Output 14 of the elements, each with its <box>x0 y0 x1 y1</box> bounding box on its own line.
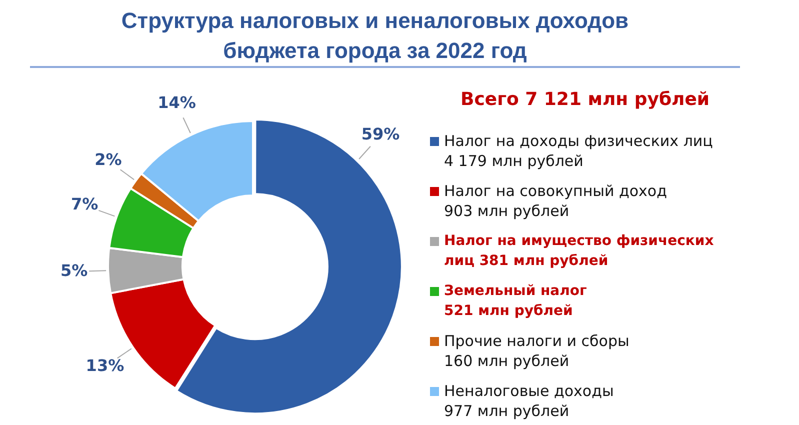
data-label: 7% <box>70 194 98 214</box>
data-label: 14% <box>158 93 196 112</box>
legend-label: Налог на совокупный доход 903 млн рублей <box>444 181 667 221</box>
chart-title: Структура налоговых и неналоговых доходов бюджета города за 2022 год <box>120 7 630 65</box>
legend-label: Земельный налог 521 млн рублей <box>444 282 587 321</box>
data-label: 59% <box>361 124 400 144</box>
data-label: 13% <box>86 356 124 375</box>
legend-label: Неналоговые доходы 977 млн рублей <box>444 381 614 421</box>
chart-subtitle: Всего 7 121 млн рублей <box>459 88 711 112</box>
legend-label: Налог на доходы физических лиц 4 179 млн рублей <box>444 131 713 171</box>
legend-label: Налог на имущество физических лиц 381 млн рублей <box>444 232 714 271</box>
legend-label: Прочие налоги и сборы 160 млн рублей <box>444 331 630 371</box>
data-label: 2% <box>94 150 122 169</box>
data-label: 5% <box>60 260 88 280</box>
